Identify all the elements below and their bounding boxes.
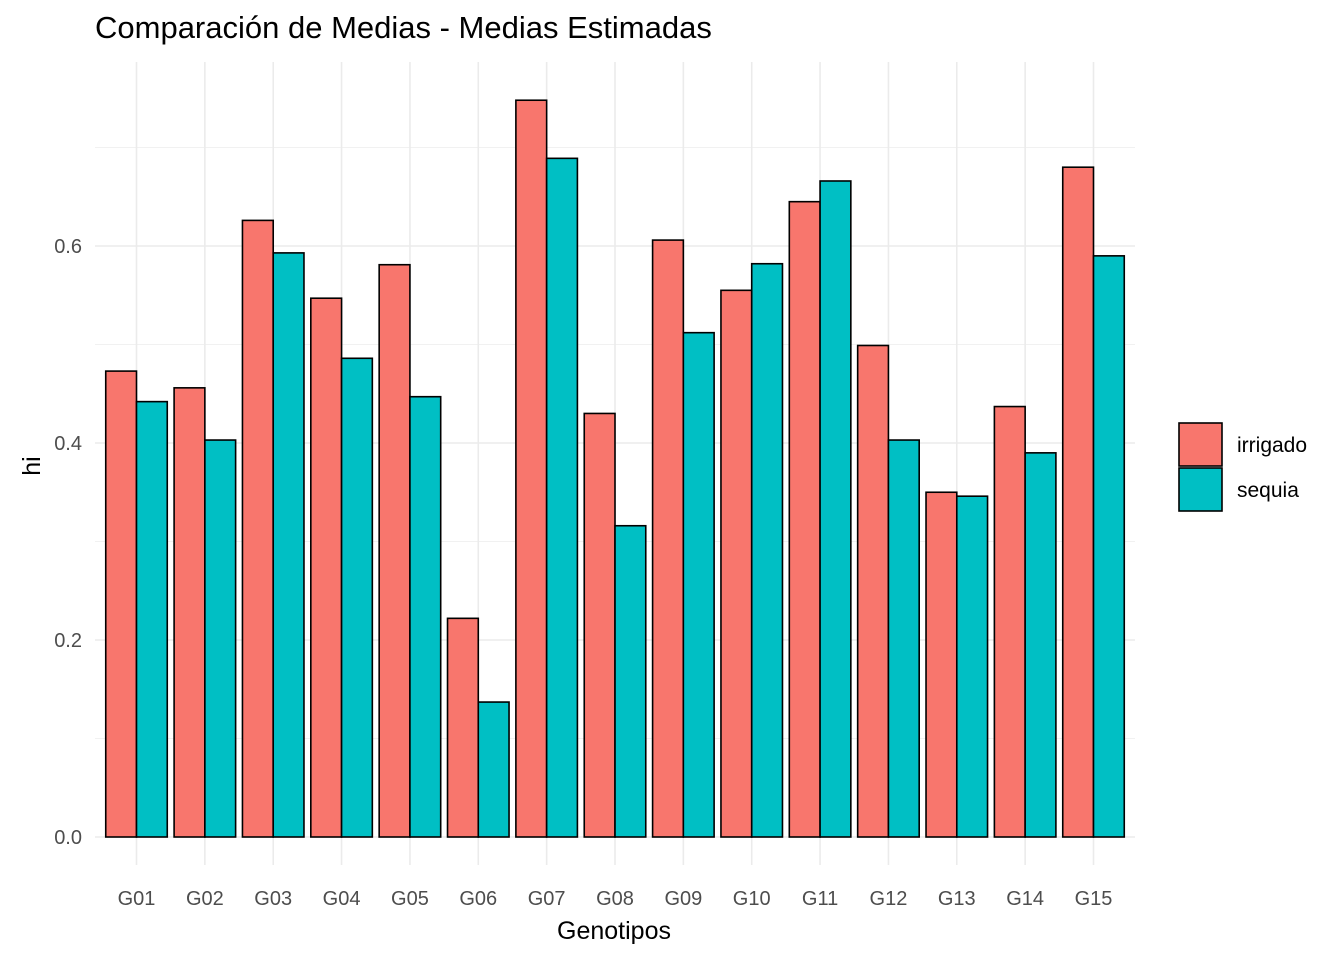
x-tick-label: G01	[118, 888, 156, 910]
x-tick-label: G09	[664, 888, 702, 910]
legend: irrigado sequia	[1178, 422, 1307, 512]
bar-sequia-G04	[340, 357, 374, 838]
legend-label-irrigado: irrigado	[1237, 434, 1307, 457]
y-tick-label: 0.6	[54, 236, 82, 258]
bar-sequia-G10	[750, 262, 784, 838]
bar-sequia-G05	[409, 395, 442, 838]
bar-irrigado-G07	[515, 99, 548, 838]
bar-sequia-G02	[204, 439, 237, 838]
y-tick-label: 0.2	[54, 630, 82, 652]
x-tick-label: G02	[186, 888, 224, 910]
x-tick-label: G13	[938, 888, 976, 910]
bar-irrigado-G03	[241, 219, 275, 838]
bar-irrigado-G08	[583, 412, 616, 838]
bar-sequia-G08	[614, 524, 647, 838]
x-tick-label: G07	[528, 888, 566, 910]
bar-sequia-G12	[887, 439, 920, 838]
bar-irrigado-G11	[788, 200, 821, 838]
bar-sequia-G01	[135, 400, 169, 838]
bar-irrigado-G06	[446, 617, 480, 838]
legend-key-irrigado	[1178, 422, 1223, 467]
bar-irrigado-G09	[651, 239, 685, 838]
y-axis-title: hi	[18, 456, 46, 475]
bar-irrigado-G01	[104, 370, 138, 838]
y-tick-label: 0.4	[54, 433, 82, 455]
x-axis-ticks: G01 G02 G03 G04 G05 G06 G07 G08 G09 G10 G11 G12 G13 G…	[118, 888, 1113, 910]
x-tick-label: G14	[1006, 888, 1044, 910]
y-tick-label: 0.0	[54, 827, 82, 849]
x-tick-label: G08	[596, 888, 634, 910]
bar-sequia-G06	[477, 701, 510, 838]
y-axis-ticks: 0.0 0.2 0.4 0.6	[54, 236, 82, 849]
x-tick-label: G12	[870, 888, 908, 910]
bar-irrigado-G04	[310, 297, 343, 838]
bar-irrigado-G10	[720, 289, 753, 838]
x-tick-label: G05	[391, 888, 429, 910]
x-tick-label: G15	[1075, 888, 1113, 910]
bar-sequia-G13	[955, 495, 989, 838]
bar-irrigado-G14	[993, 405, 1026, 838]
x-tick-label: G10	[733, 888, 771, 910]
bars	[104, 99, 1126, 838]
bar-irrigado-G05	[378, 263, 411, 838]
bar-irrigado-G12	[856, 344, 890, 838]
legend-label-sequia: sequia	[1237, 479, 1299, 502]
bar-irrigado-G02	[173, 387, 206, 838]
bar-irrigado-G15	[1061, 166, 1095, 838]
bar-sequia-G07	[545, 157, 579, 838]
bar-sequia-G09	[682, 331, 715, 838]
bar-sequia-G11	[819, 180, 852, 838]
x-axis-title: Genotipos	[557, 917, 671, 945]
x-tick-label: G04	[323, 888, 361, 910]
bar-sequia-G03	[272, 252, 305, 838]
x-tick-label: G11	[802, 888, 838, 910]
bar-sequia-G14	[1024, 452, 1057, 838]
legend-key-sequia	[1178, 467, 1223, 512]
x-tick-label: G06	[459, 888, 497, 910]
chart-title: Comparación de Medias - Medias Estimadas	[95, 10, 712, 45]
bar-sequia-G15	[1092, 255, 1126, 838]
x-tick-label: G03	[254, 888, 292, 910]
bar-irrigado-G13	[925, 491, 958, 838]
